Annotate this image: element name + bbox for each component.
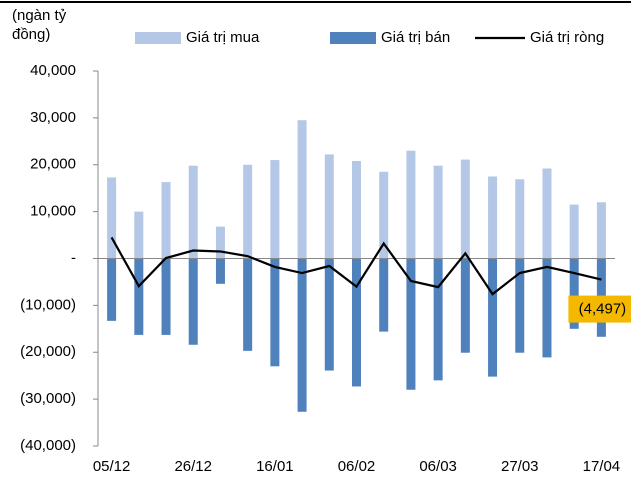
bar bbox=[188, 165, 198, 259]
bar bbox=[433, 165, 443, 259]
bar bbox=[161, 258, 171, 335]
bar bbox=[270, 160, 280, 259]
bar bbox=[324, 154, 334, 259]
bar bbox=[352, 161, 361, 259]
bar bbox=[406, 150, 416, 259]
x-tick-label: 16/01 bbox=[256, 458, 294, 475]
bar bbox=[379, 171, 389, 259]
bar bbox=[188, 258, 198, 345]
bar bbox=[243, 164, 253, 259]
x-tick-label: 26/12 bbox=[174, 458, 212, 475]
bar bbox=[542, 168, 552, 259]
bar bbox=[515, 179, 525, 259]
bar bbox=[215, 226, 225, 259]
bar bbox=[297, 258, 307, 412]
legend-label: Giá trị bán bbox=[381, 29, 450, 46]
bar bbox=[134, 258, 144, 335]
y-tick-label: - bbox=[71, 249, 76, 266]
bar bbox=[488, 258, 498, 377]
y-tick-label: (40,000) bbox=[20, 437, 76, 454]
bar bbox=[433, 258, 443, 381]
bar bbox=[270, 258, 280, 367]
y-tick-label: (20,000) bbox=[20, 343, 76, 360]
bar bbox=[107, 258, 117, 321]
bar bbox=[569, 204, 579, 259]
y-tick-label: 30,000 bbox=[30, 109, 76, 126]
y-tick-label: 20,000 bbox=[30, 156, 76, 173]
legend-label: Giá trị mua bbox=[186, 29, 260, 46]
legend-label: Giá trị ròng bbox=[530, 29, 604, 46]
y-tick-label: (30,000) bbox=[20, 390, 76, 407]
bar bbox=[324, 258, 334, 371]
y-tick-label: 40,000 bbox=[30, 62, 76, 79]
x-tick-label: 06/03 bbox=[419, 458, 457, 475]
legend-swatch bbox=[330, 32, 376, 44]
bar bbox=[569, 258, 579, 329]
bar bbox=[488, 176, 498, 259]
bar bbox=[379, 258, 389, 332]
bar bbox=[460, 159, 470, 259]
x-tick-label: 05/12 bbox=[93, 458, 131, 475]
y-tick-label: (10,000) bbox=[20, 296, 76, 313]
x-tick-label: 17/04 bbox=[583, 458, 621, 475]
y-axis-label: (ngàn tỷ đồng) bbox=[12, 7, 67, 43]
bar bbox=[161, 182, 171, 259]
bar bbox=[542, 258, 552, 358]
bar bbox=[297, 120, 307, 259]
legend-swatch bbox=[135, 32, 181, 44]
bar bbox=[596, 202, 606, 259]
bar bbox=[352, 258, 361, 387]
x-tick-label: 06/02 bbox=[338, 458, 376, 475]
bar bbox=[243, 258, 253, 351]
bar bbox=[134, 211, 144, 259]
value-label-box bbox=[568, 295, 631, 323]
value-label: (4,497) bbox=[579, 301, 627, 318]
bar bbox=[406, 258, 416, 390]
bar bbox=[107, 177, 117, 259]
bar bbox=[460, 258, 470, 353]
bar bbox=[515, 258, 525, 353]
bar bbox=[215, 258, 225, 284]
y-tick-label: 10,000 bbox=[30, 203, 76, 220]
x-tick-label: 27/03 bbox=[501, 458, 539, 475]
net-line bbox=[110, 236, 602, 296]
